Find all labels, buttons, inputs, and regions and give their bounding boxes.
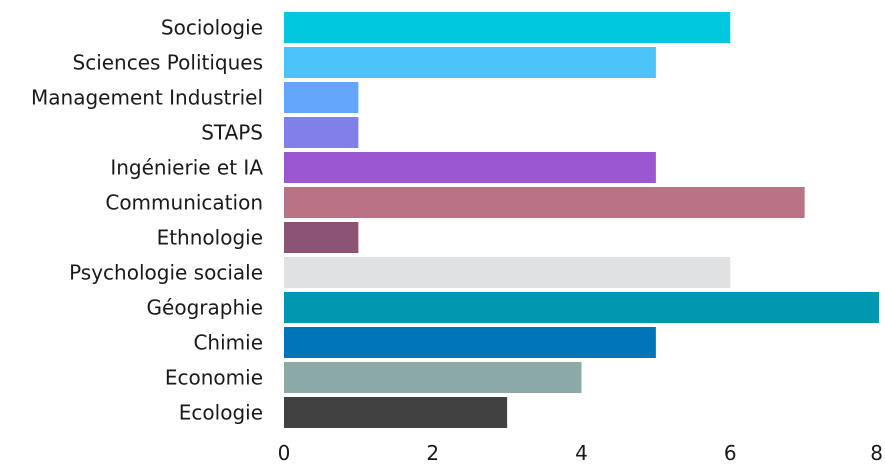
bar: [284, 362, 582, 393]
category-label: STAPS: [201, 121, 263, 145]
category-label: Sociologie: [161, 16, 263, 40]
bar: [284, 257, 731, 288]
bar: [284, 117, 359, 148]
x-axis-ticks: 0 2 4 6 8: [278, 441, 883, 465]
bar: [284, 222, 359, 253]
bar: [284, 47, 656, 78]
category-labels: Sociologie Sciences Politiques Management …: [31, 16, 263, 425]
x-tick-label: 8: [870, 441, 883, 465]
bars: [284, 12, 879, 428]
bar: [284, 12, 731, 43]
category-label: Chimie: [193, 331, 263, 355]
category-label: Economie: [165, 366, 263, 390]
bar: [284, 187, 805, 218]
category-label: Ingénierie et IA: [110, 156, 263, 180]
category-label: Sciences Politiques: [73, 51, 264, 75]
bar: [284, 152, 656, 183]
bar: [284, 292, 879, 323]
category-label: Psychologie sociale: [69, 261, 263, 285]
x-tick-label: 4: [575, 441, 588, 465]
category-label: Géographie: [147, 296, 263, 320]
bar: [284, 327, 656, 358]
category-label: Management Industriel: [31, 86, 263, 110]
bar: [284, 82, 359, 113]
x-tick-label: 6: [724, 441, 737, 465]
category-label: Communication: [105, 191, 263, 215]
x-tick-label: 0: [278, 441, 291, 465]
x-tick-label: 2: [426, 441, 439, 465]
category-label: Ethnologie: [157, 226, 263, 250]
category-label: Ecologie: [179, 401, 263, 425]
bar: [284, 397, 508, 428]
